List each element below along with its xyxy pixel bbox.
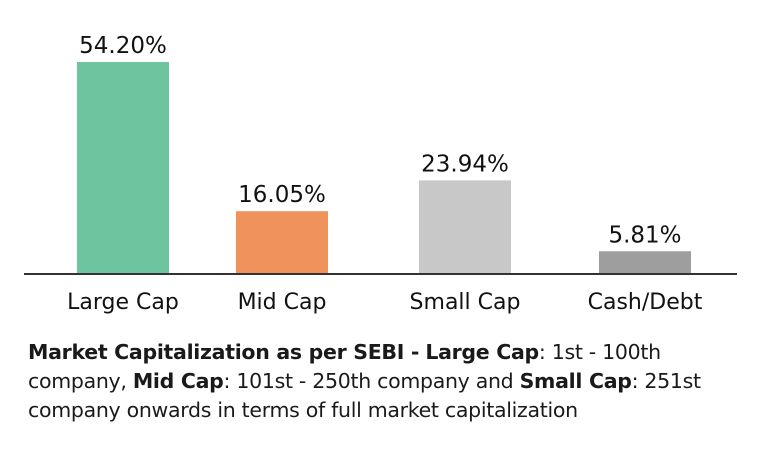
- bar-mid-cap: [236, 211, 328, 274]
- note-mid-cap-text: : 101st - 250th company and: [223, 369, 520, 393]
- bar-large-cap: [77, 62, 169, 274]
- note-small-cap-text: : 251st company onwards in terms of full…: [28, 369, 701, 422]
- category-label-large-cap: Large Cap: [67, 290, 179, 315]
- category-label-mid-cap: Mid Cap: [238, 290, 327, 315]
- note-mid-cap-label: Mid Cap: [132, 369, 224, 393]
- note-large-cap-text: : 1st - 100th company,: [28, 340, 661, 393]
- category-label-cash-debt: Cash/Debt: [588, 290, 703, 315]
- value-label-mid-cap: 16.05%: [238, 182, 326, 208]
- value-label-large-cap: 54.20%: [79, 33, 167, 59]
- bars-group: [77, 62, 691, 274]
- note-small-cap-label: Small Cap: [519, 369, 632, 393]
- value-label-small-cap: 23.94%: [421, 151, 509, 177]
- note-large-cap-label: Large Cap: [425, 340, 539, 364]
- labels-group: 54.20% Large Cap 16.05% Mid Cap 23.94% Small …: [67, 33, 703, 315]
- category-label-small-cap: Small Cap: [410, 290, 521, 315]
- market-cap-definition-note: Market Capitalization as per SEBI - Larg…: [28, 338, 748, 425]
- note-heading: Market Capitalization as per SEBI -: [28, 340, 420, 364]
- market-cap-bar-chart: 54.20% Large Cap 16.05% Mid Cap 23.94% Small …: [24, 33, 737, 315]
- bar-small-cap: [419, 180, 511, 274]
- bar-cash-debt: [599, 251, 691, 274]
- value-label-cash-debt: 5.81%: [608, 222, 681, 248]
